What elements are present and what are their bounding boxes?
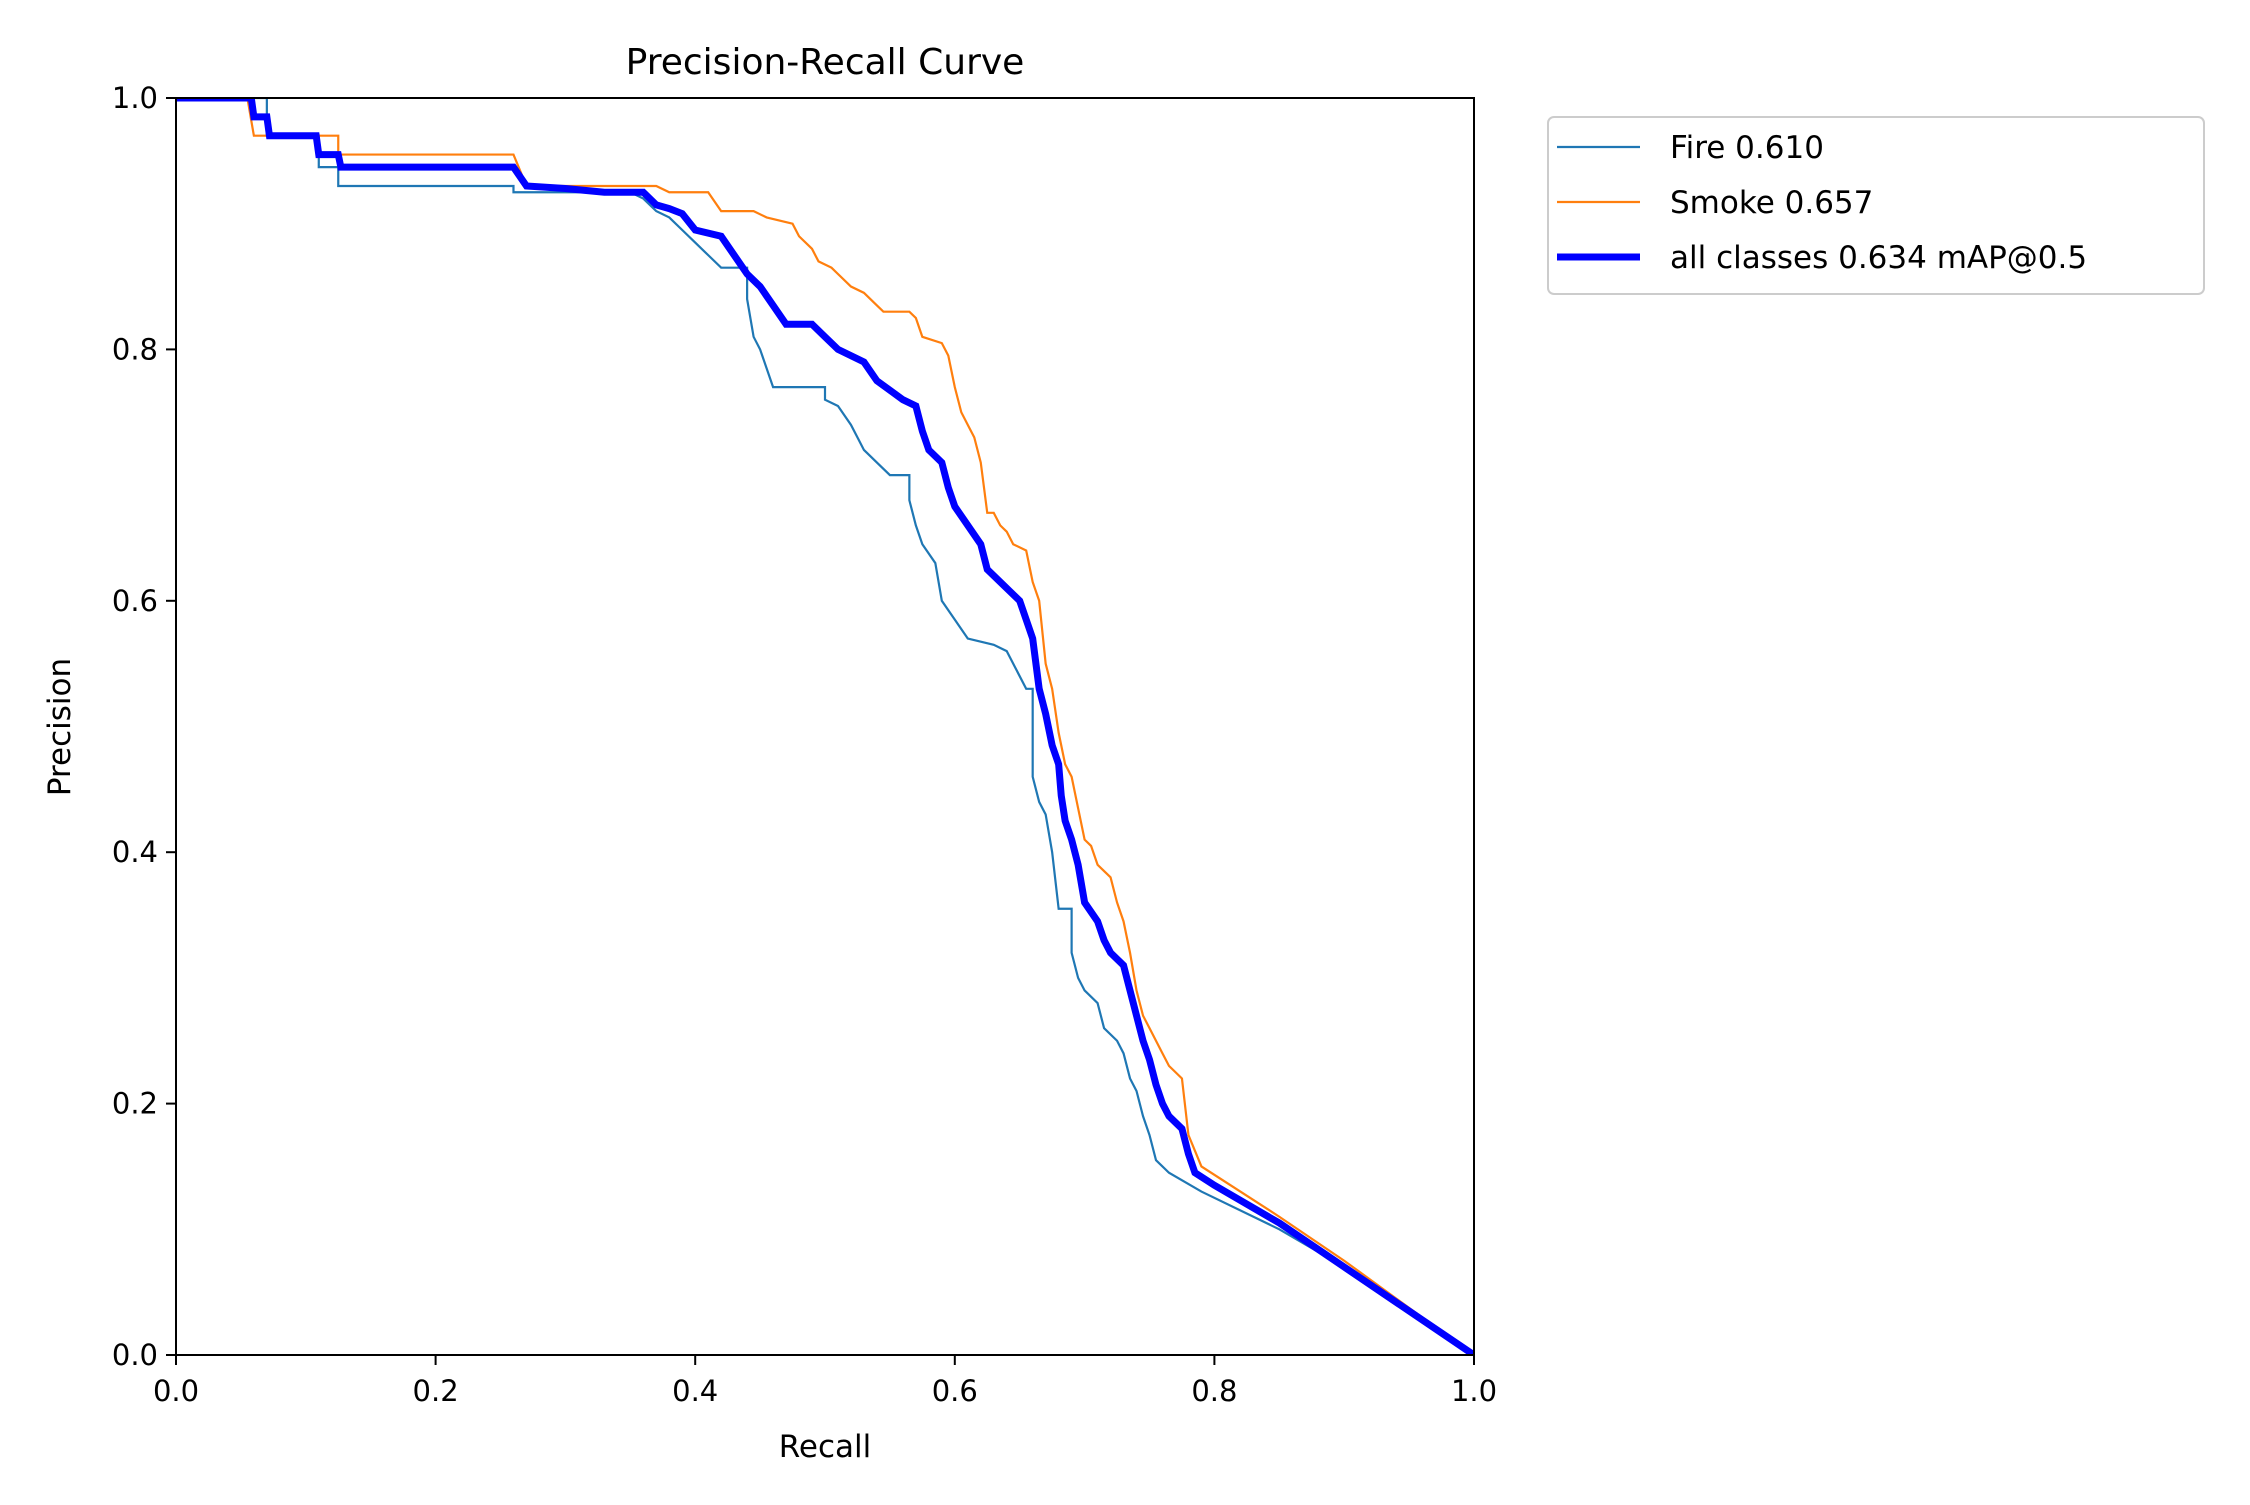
y-tick-label: 0.0 <box>112 1338 158 1372</box>
chart-title: Precision-Recall Curve <box>626 42 1025 83</box>
series-line-fire <box>176 98 1474 1355</box>
legend-label-smoke: Smoke 0.657 <box>1670 185 1873 221</box>
x-tick-label: 0.6 <box>932 1374 978 1408</box>
legend: Fire 0.610 Smoke 0.657 all classes 0.634 m… <box>1547 116 2205 295</box>
x-axis-label: Recall <box>779 1429 872 1465</box>
plot-frame <box>175 97 1475 1356</box>
series-line-smoke <box>176 98 1474 1355</box>
series-line-all-classes <box>176 98 1474 1355</box>
legend-label-all-classes: all classes 0.634 mAP@0.5 <box>1670 240 2087 276</box>
y-tick-label: 0.8 <box>112 332 158 366</box>
x-tick-label: 0.8 <box>1191 1374 1237 1408</box>
y-tick-label: 0.4 <box>112 835 158 869</box>
x-tick-label: 0.4 <box>672 1374 718 1408</box>
y-tick-label: 0.2 <box>112 1087 158 1121</box>
x-tick-label: 1.0 <box>1451 1374 1497 1408</box>
y-axis-label: Precision <box>42 658 78 796</box>
y-tick-label: 1.0 <box>112 81 158 115</box>
legend-box <box>1547 116 2205 295</box>
x-tick-label: 0.0 <box>153 1374 199 1408</box>
x-tick-label: 0.2 <box>413 1374 459 1408</box>
y-tick-label: 0.6 <box>112 584 158 618</box>
legend-label-fire: Fire 0.610 <box>1670 130 1824 166</box>
